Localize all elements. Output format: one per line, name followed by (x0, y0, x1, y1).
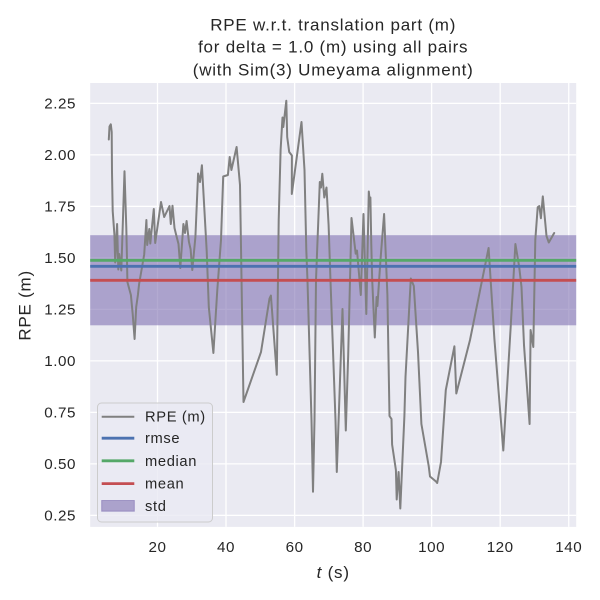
svg-text:RPE w.r.t. translation part (m: RPE w.r.t. translation part (m) (210, 16, 456, 35)
svg-text:120: 120 (487, 539, 514, 556)
svg-text:2.25: 2.25 (44, 95, 76, 112)
svg-text:1.25: 1.25 (44, 301, 76, 318)
svg-text:t (s): t (s) (317, 563, 350, 582)
svg-text:1.00: 1.00 (44, 353, 76, 370)
svg-text:std: std (145, 499, 167, 515)
svg-text:median: median (145, 454, 197, 470)
svg-text:140: 140 (555, 539, 582, 556)
svg-text:for delta = 1.0 (m) using all: for delta = 1.0 (m) using all pairs (198, 38, 468, 57)
svg-text:2.00: 2.00 (44, 147, 76, 164)
svg-text:40: 40 (217, 539, 235, 556)
svg-text:20: 20 (149, 539, 167, 556)
svg-text:RPE (m): RPE (m) (145, 410, 206, 426)
svg-text:0.25: 0.25 (44, 507, 76, 524)
svg-text:1.75: 1.75 (44, 198, 76, 215)
svg-text:RPE (m): RPE (m) (16, 270, 35, 341)
svg-text:60: 60 (286, 539, 304, 556)
svg-text:80: 80 (354, 539, 372, 556)
svg-text:0.75: 0.75 (44, 404, 76, 421)
svg-text:(with Sim(3) Umeyama alignment: (with Sim(3) Umeyama alignment) (193, 60, 474, 79)
svg-text:mean: mean (145, 477, 184, 493)
svg-text:0.50: 0.50 (44, 456, 76, 473)
svg-text:100: 100 (418, 539, 445, 556)
svg-text:1.50: 1.50 (44, 250, 76, 267)
svg-text:rmse: rmse (145, 431, 180, 447)
